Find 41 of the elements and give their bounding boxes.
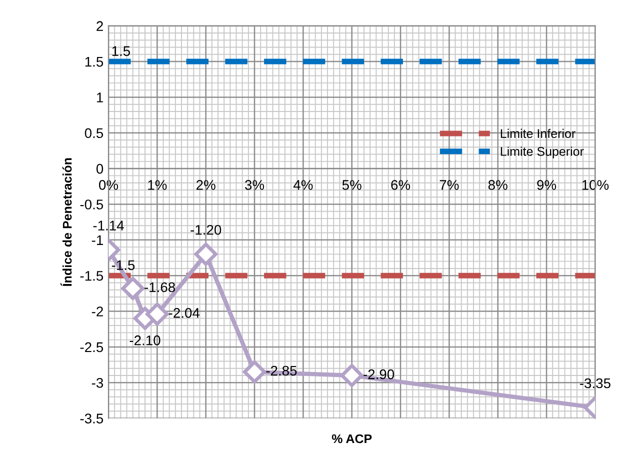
y-tick-label: 0 xyxy=(96,164,104,174)
point xyxy=(121,276,144,300)
x-tick-label: 1% xyxy=(148,180,167,190)
point xyxy=(146,302,169,326)
y-tick-label: -3.5 xyxy=(80,414,104,424)
data-label: -1.14 xyxy=(93,220,124,230)
point xyxy=(194,242,218,266)
x-tick-label: 2% xyxy=(196,180,216,190)
point xyxy=(242,360,266,384)
y-tick-label: -0.5 xyxy=(80,200,104,210)
x-tick-label: 10% xyxy=(582,180,609,190)
data-label: -2.85 xyxy=(266,366,297,376)
annotation: 1.5 xyxy=(112,46,130,56)
y-tick-label: -3 xyxy=(92,378,104,388)
y-axis-title: Índice de Penetración xyxy=(60,158,72,286)
y-tick-label: 2 xyxy=(96,21,103,31)
y-tick-label: -2.5 xyxy=(80,342,104,352)
x-tick-label: 4% xyxy=(293,180,313,190)
x-axis-title: % ACP xyxy=(332,434,372,444)
x-tick-label: 6% xyxy=(391,180,410,190)
y-tick-label: -1.5 xyxy=(80,271,104,281)
data-label: -2.10 xyxy=(130,335,160,346)
y-tick-label: -2 xyxy=(92,306,103,316)
y-tick-label: 1 xyxy=(96,92,103,102)
y-tick-label: -1 xyxy=(92,235,103,245)
x-tick-label: 3% xyxy=(245,180,264,190)
x-tick-label: 5% xyxy=(342,180,362,190)
data-label: -3.35 xyxy=(580,378,610,388)
data-label: -1.20 xyxy=(190,224,222,235)
legend-label: Limite Inferior xyxy=(500,128,576,138)
data-label: -1.68 xyxy=(144,282,175,292)
y-tick-label: 1.5 xyxy=(85,57,104,67)
data-label: -2.04 xyxy=(168,308,200,318)
x-tick-label: 7% xyxy=(440,180,459,190)
x-tick-label: 0% xyxy=(99,180,118,190)
annotation: -1.5 xyxy=(112,260,135,270)
y-tick-label: 0.5 xyxy=(84,128,104,138)
legend-label: Limite Superior xyxy=(500,146,584,158)
x-tick-label: 8% xyxy=(488,180,508,190)
data-label: -2.90 xyxy=(364,369,394,380)
x-tick-label: 9% xyxy=(537,180,556,190)
